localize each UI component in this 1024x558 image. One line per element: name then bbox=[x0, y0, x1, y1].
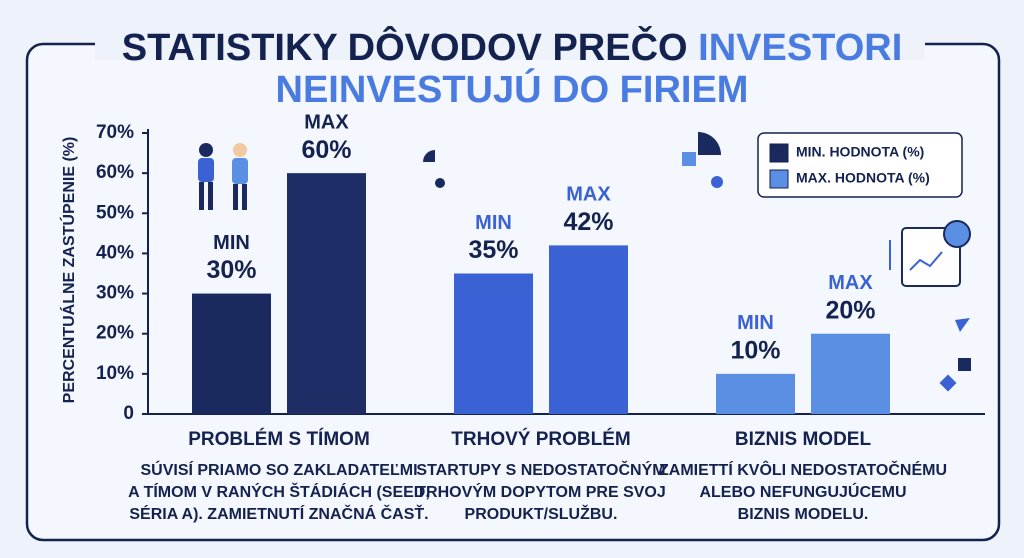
category-description: STARTUPY S NEDOSTATOČNÝM bbox=[416, 460, 665, 479]
category-description: ALEBO NEFUNGUJÚCEMU bbox=[699, 482, 906, 501]
y-tick-label: 50% bbox=[96, 202, 134, 223]
category-description: PRODUKT/SLUŽBU. bbox=[465, 504, 618, 523]
x-tick-label: PROBLÉM S TÍMOM bbox=[188, 428, 370, 450]
title-part: STATISTIKY DÔVODOV PREČO bbox=[122, 24, 688, 69]
legend-swatch bbox=[769, 143, 789, 163]
bar-tag: MIN bbox=[213, 232, 250, 254]
bar-tag: MAX bbox=[828, 272, 873, 294]
x-tick-label: BIZNIS MODEL bbox=[735, 429, 872, 450]
y-tick-label: 30% bbox=[96, 283, 134, 304]
data-label: 30% bbox=[206, 256, 256, 284]
bar bbox=[549, 245, 628, 414]
bar-tag: MAX bbox=[304, 111, 349, 133]
category-description: BIZNIS MODELU. bbox=[738, 506, 869, 523]
legend-label: MAX. HODNOTA (%) bbox=[796, 170, 930, 186]
category-description: TRHOVÝM DOPYTOM PRE SVOJ bbox=[416, 482, 666, 501]
data-label: 20% bbox=[825, 296, 875, 324]
title-part: INVESTORI bbox=[698, 27, 902, 69]
chart-title: NEINVESTUJÚ DO FIRIEM bbox=[276, 67, 749, 111]
category-description: SÚVISÍ PRIAMO SO ZAKLADATEĽMI bbox=[140, 460, 417, 479]
bar bbox=[287, 173, 366, 414]
category-description: SÉRIA A). ZAMIETNUTÍ ZNAČNÁ ČASŤ. bbox=[129, 504, 428, 523]
legend-box bbox=[757, 132, 963, 198]
x-tick-label: TRHOVÝ PROBLÉM bbox=[451, 428, 630, 450]
legend-label: MIN. HODNOTA (%) bbox=[796, 144, 924, 160]
data-label: 42% bbox=[563, 208, 613, 236]
y-tick-label: 0 bbox=[123, 403, 134, 424]
people-icon bbox=[198, 143, 248, 210]
category-description: A TÍMOM V RANÝCH ŠTÁDIÁCH (SEED, bbox=[128, 482, 430, 501]
bar-tag: MAX bbox=[566, 184, 611, 206]
category-description: ZAMIETTÍ KVÔLI NEDOSTATOČNÉMU bbox=[659, 460, 947, 479]
bar-tag: MIN bbox=[475, 212, 512, 234]
y-tick-label: 20% bbox=[96, 323, 134, 344]
bar bbox=[192, 293, 271, 414]
y-axis-label: PERCENTUÁLNE ZASTÚPENIE (%) bbox=[59, 137, 78, 404]
decor-shapes bbox=[423, 132, 971, 392]
title-backing bbox=[95, 30, 925, 60]
chart-title: STATISTIKY DÔVODOV PREČO INVESTORI bbox=[122, 24, 903, 69]
bar bbox=[716, 373, 795, 414]
y-tick-label: 60% bbox=[96, 162, 134, 183]
y-tick-label: 40% bbox=[96, 242, 134, 263]
y-tick-label: 10% bbox=[96, 363, 134, 384]
bar bbox=[811, 333, 890, 414]
data-label: 10% bbox=[730, 336, 780, 364]
bar bbox=[454, 273, 533, 414]
bar-tag: MIN bbox=[737, 312, 774, 334]
data-label: 35% bbox=[468, 236, 518, 264]
business-plan-icon bbox=[889, 220, 971, 287]
y-tick-label: 70% bbox=[96, 122, 134, 143]
data-label: 60% bbox=[301, 136, 351, 164]
legend-swatch bbox=[769, 169, 789, 189]
